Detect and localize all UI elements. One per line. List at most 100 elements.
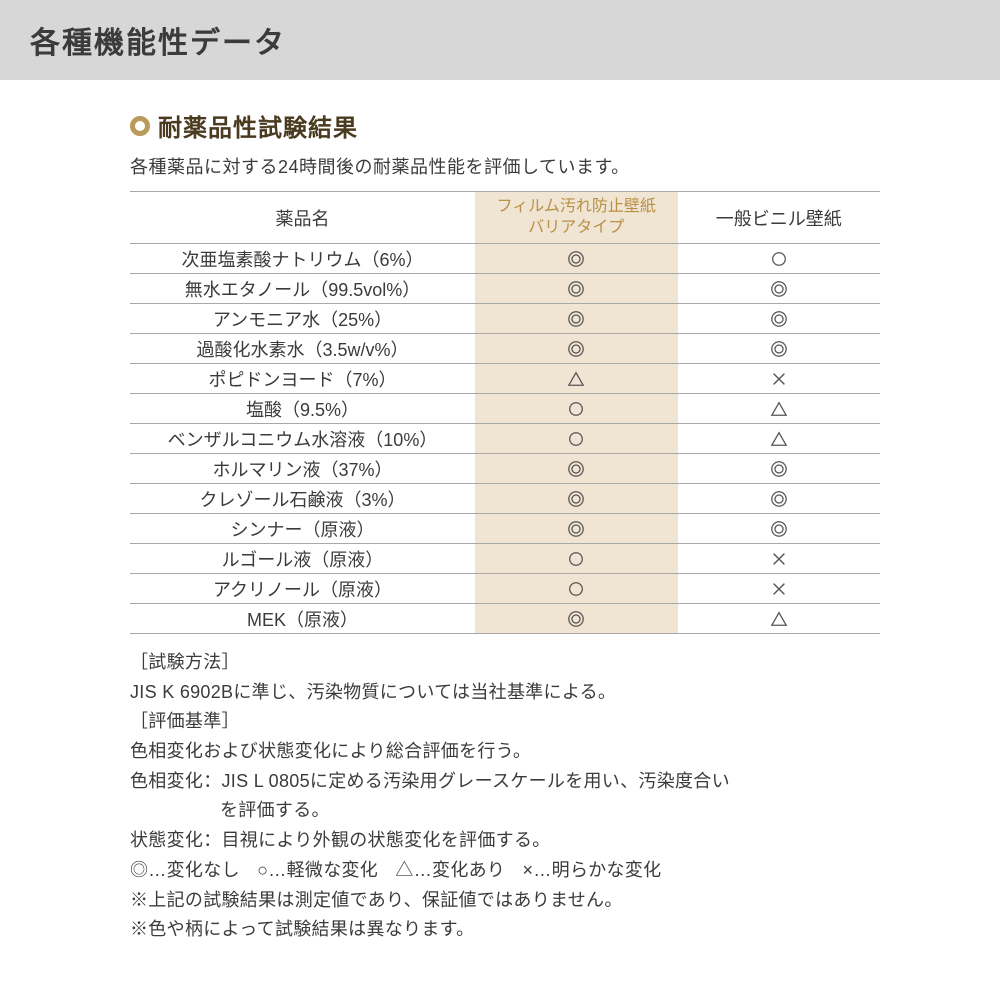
film-result (475, 394, 678, 424)
film-result (475, 544, 678, 574)
header-bar: 各種機能性データ (0, 0, 1000, 80)
page-title: 各種機能性データ (30, 18, 970, 62)
section-description: 各種薬品に対する24時間後の耐薬品性能を評価しています。 (130, 153, 880, 179)
double-circle-icon (567, 610, 585, 628)
section-title: 耐薬品性試験結果 (158, 108, 358, 143)
general-result (678, 454, 881, 484)
table-row: ポピドンヨード（7%） (130, 364, 880, 394)
section-title-row: 耐薬品性試験結果 (130, 108, 880, 143)
double-circle-icon (770, 490, 788, 508)
chemical-name: ベンザルコニウム水溶液（10%） (130, 424, 475, 454)
triangle-icon (770, 610, 788, 628)
circle-icon (567, 400, 585, 418)
general-result (678, 544, 881, 574)
general-result (678, 364, 881, 394)
cross-icon (770, 370, 788, 388)
chemical-name: ポピドンヨード（7%） (130, 364, 475, 394)
table-row: 過酸化水素水（3.5w/v%） (130, 334, 880, 364)
double-circle-icon (567, 490, 585, 508)
film-result (475, 574, 678, 604)
legend-triangle: △…変化あり (395, 860, 505, 880)
table-row: 無水エタノール（99.5vol%） (130, 274, 880, 304)
chemical-name: MEK（原液） (130, 604, 475, 634)
triangle-icon (770, 430, 788, 448)
chemical-name: 次亜塩素酸ナトリウム（6%） (130, 244, 475, 274)
general-result (678, 424, 881, 454)
chemical-name: 無水エタノール（99.5vol%） (130, 274, 475, 304)
notes: ［試験方法］ JIS K 6902Bに準じ、汚染物質については当社基準による。 … (130, 648, 880, 945)
criteria-text1: 色相変化および状態変化により総合評価を行う。 (130, 737, 880, 767)
circle-icon (567, 430, 585, 448)
film-result (475, 304, 678, 334)
table-row: 次亜塩素酸ナトリウム（6%） (130, 244, 880, 274)
chemical-name: ルゴール液（原液） (130, 544, 475, 574)
circle-icon (567, 580, 585, 598)
film-result (475, 274, 678, 304)
criteria-text3: 状態変化：目視により外観の状態変化を評価する。 (130, 826, 880, 856)
bullet-icon (130, 116, 150, 136)
circle-icon (770, 250, 788, 268)
chemical-name: クレゾール石鹸液（3%） (130, 484, 475, 514)
table-row: クレゾール石鹸液（3%） (130, 484, 880, 514)
general-result (678, 514, 881, 544)
table-row: アクリノール（原液） (130, 574, 880, 604)
table-row: シンナー（原液） (130, 514, 880, 544)
criteria-text2b: を評価する。 (130, 796, 880, 826)
triangle-icon (770, 400, 788, 418)
double-circle-icon (770, 460, 788, 478)
film-result (475, 364, 678, 394)
double-circle-icon (567, 310, 585, 328)
double-circle-icon (567, 460, 585, 478)
table-row: ホルマリン液（37%） (130, 454, 880, 484)
chemical-name: アクリノール（原液） (130, 574, 475, 604)
results-table: 薬品名 フィルム汚れ防止壁紙 バリアタイプ 一般ビニル壁紙 次亜塩素酸ナトリウム… (130, 191, 880, 634)
double-circle-icon (567, 340, 585, 358)
chemical-name: シンナー（原液） (130, 514, 475, 544)
film-result (475, 244, 678, 274)
film-result (475, 424, 678, 454)
col-header-name: 薬品名 (130, 192, 475, 244)
general-result (678, 304, 881, 334)
method-label: ［試験方法］ (130, 648, 880, 678)
chemical-name: 塩酸（9.5%） (130, 394, 475, 424)
double-circle-icon (567, 520, 585, 538)
circle-icon (567, 550, 585, 568)
double-circle-icon (770, 340, 788, 358)
col-header-film-line2: バリアタイプ (475, 218, 678, 239)
general-result (678, 604, 881, 634)
legend-row: ◎…変化なし ○…軽微な変化 △…変化あり ×…明らかな変化 (130, 856, 880, 886)
criteria-label: ［評価基準］ (130, 707, 880, 737)
double-circle-icon (770, 520, 788, 538)
film-result (475, 514, 678, 544)
legend-double: ◎…変化なし (130, 860, 240, 880)
cross-icon (770, 550, 788, 568)
legend-cross: ×…明らかな変化 (523, 860, 662, 880)
general-result (678, 484, 881, 514)
col-header-film: フィルム汚れ防止壁紙 バリアタイプ (475, 192, 678, 244)
general-result (678, 574, 881, 604)
general-result (678, 244, 881, 274)
disclaimer1: ※上記の試験結果は測定値であり、保証値ではありません。 (130, 886, 880, 916)
film-result (475, 454, 678, 484)
film-result (475, 334, 678, 364)
double-circle-icon (770, 280, 788, 298)
content: 耐薬品性試験結果 各種薬品に対する24時間後の耐薬品性能を評価しています。 薬品… (0, 108, 1000, 945)
col-header-film-line1: フィルム汚れ防止壁紙 (475, 197, 678, 218)
table-header-row: 薬品名 フィルム汚れ防止壁紙 バリアタイプ 一般ビニル壁紙 (130, 192, 880, 244)
table-row: 塩酸（9.5%） (130, 394, 880, 424)
chemical-name: アンモニア水（25%） (130, 304, 475, 334)
cross-icon (770, 580, 788, 598)
general-result (678, 274, 881, 304)
table-row: ベンザルコニウム水溶液（10%） (130, 424, 880, 454)
disclaimer2: ※色や柄によって試験結果は異なります。 (130, 915, 880, 945)
legend-single: ○…軽微な変化 (257, 860, 378, 880)
chemical-name: 過酸化水素水（3.5w/v%） (130, 334, 475, 364)
general-result (678, 334, 881, 364)
criteria-text2a: 色相変化：JIS L 0805に定める汚染用グレースケールを用い、汚染度合い (130, 767, 880, 797)
table-row: MEK（原液） (130, 604, 880, 634)
col-header-general: 一般ビニル壁紙 (678, 192, 881, 244)
table-row: ルゴール液（原液） (130, 544, 880, 574)
chemical-name: ホルマリン液（37%） (130, 454, 475, 484)
film-result (475, 604, 678, 634)
table-row: アンモニア水（25%） (130, 304, 880, 334)
